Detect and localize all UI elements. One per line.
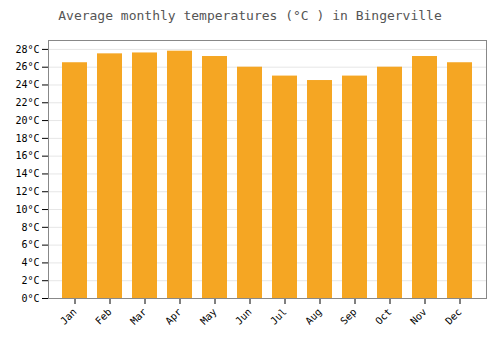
svg-text:20°C: 20°C [15, 115, 39, 126]
svg-text:26°C: 26°C [15, 61, 39, 72]
svg-text:Aug: Aug [303, 306, 324, 327]
svg-text:0°C: 0°C [21, 293, 39, 304]
svg-text:Apr: Apr [163, 306, 184, 327]
svg-text:28°C: 28°C [15, 44, 39, 55]
svg-text:14°C: 14°C [15, 168, 39, 179]
svg-text:Jan: Jan [58, 306, 79, 327]
svg-text:12°C: 12°C [15, 186, 39, 197]
svg-text:Mar: Mar [128, 306, 149, 327]
svg-text:10°C: 10°C [15, 204, 39, 215]
svg-text:24°C: 24°C [15, 79, 39, 90]
svg-text:May: May [198, 306, 219, 327]
svg-text:Nov: Nov [408, 306, 429, 327]
svg-text:18°C: 18°C [15, 133, 39, 144]
svg-text:22°C: 22°C [15, 97, 39, 108]
svg-text:Jul: Jul [268, 306, 289, 327]
svg-text:16°C: 16°C [15, 150, 39, 161]
svg-text:Dec: Dec [443, 306, 464, 327]
svg-text:Feb: Feb [93, 306, 114, 327]
svg-text:Sep: Sep [338, 306, 359, 327]
svg-text:2°C: 2°C [21, 275, 39, 286]
html-text:Average monthly temperatures (: Average monthly temperatures (°C ) in Bi… [58, 8, 442, 23]
svg-text:Jun: Jun [233, 306, 254, 327]
svg-text:4°C: 4°C [21, 257, 39, 268]
svg-text:8°C: 8°C [21, 222, 39, 233]
svg-text:6°C: 6°C [21, 239, 39, 250]
svg-text:Oct: Oct [373, 306, 394, 327]
